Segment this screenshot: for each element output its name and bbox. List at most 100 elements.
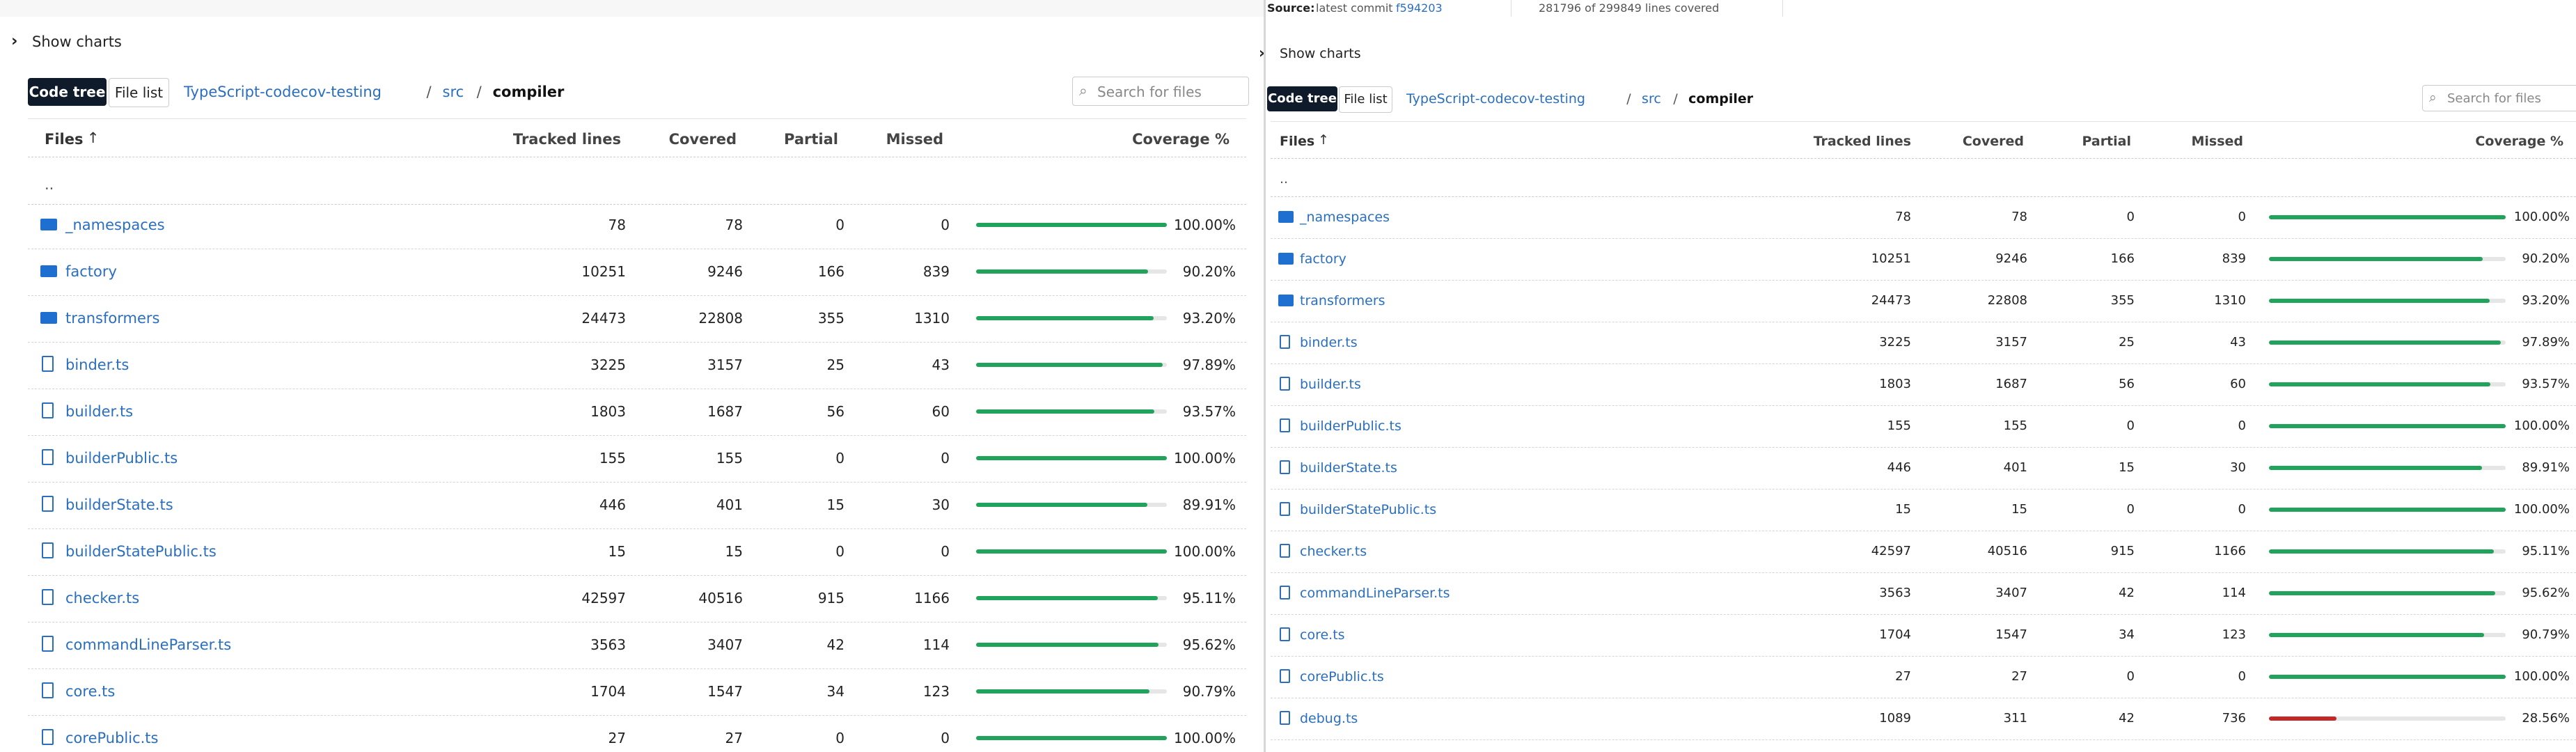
file-name[interactable]: checker.ts (1300, 545, 1367, 558)
cell-partial: 34 (2119, 629, 2135, 641)
file-name[interactable]: factory (1300, 253, 1346, 266)
cell-tracked: 3563 (1879, 587, 1911, 600)
cell-missed: 0 (941, 545, 950, 558)
breadcrumb-link[interactable]: TypeScript-codecov-testing (1406, 93, 1585, 106)
breadcrumb-link[interactable]: TypeScript-codecov-testing (184, 85, 382, 100)
file-name[interactable]: factory (65, 265, 117, 279)
coverage-bar (976, 643, 1159, 647)
file-name[interactable]: corePublic.ts (65, 731, 159, 746)
coverage-bar (2269, 466, 2482, 470)
column-header[interactable]: Tracked lines (1814, 135, 1911, 148)
cell-partial: 56 (827, 405, 845, 418)
file-name[interactable]: commandLineParser.ts (65, 638, 231, 652)
row-divider (28, 342, 1246, 343)
cell-covered: 78 (725, 218, 743, 232)
file-name[interactable]: core.ts (65, 684, 115, 699)
cell-covered: 155 (2004, 420, 2027, 432)
file-icon (42, 729, 54, 745)
breadcrumb-link[interactable]: src (443, 85, 464, 100)
file-icon (42, 449, 54, 465)
file-name[interactable]: binder.ts (1300, 336, 1358, 350)
file-icon (42, 356, 54, 372)
cell-covered: 78 (2011, 211, 2027, 224)
file-name[interactable]: builderPublic.ts (65, 451, 178, 466)
file-name[interactable]: transformers (1300, 295, 1385, 308)
file-name[interactable]: builder.ts (65, 405, 133, 419)
file-name[interactable]: builder.ts (1300, 378, 1361, 391)
coverage-bar (976, 363, 1163, 367)
tab-active[interactable]: Code tree (1267, 86, 1337, 111)
column-header[interactable]: Tracked lines (513, 132, 621, 147)
file-name[interactable]: _namespaces (65, 218, 165, 233)
cell-tracked: 15 (608, 545, 626, 558)
folder-icon (40, 312, 57, 324)
cell-tracked: 3563 (590, 638, 626, 652)
cell-covered: 401 (2004, 462, 2027, 474)
file-name[interactable]: builderStatePublic.ts (1300, 503, 1436, 517)
file-icon (42, 542, 54, 558)
cell-partial: 15 (827, 498, 845, 512)
file-icon (1280, 669, 1290, 684)
chevron: › (11, 33, 17, 49)
cell-covered: 40516 (1988, 545, 2027, 558)
coverage-bar (976, 689, 1149, 694)
file-name[interactable]: builderState.ts (1300, 462, 1397, 475)
coverage-percent: 90.20% (2522, 253, 2570, 265)
cell-tracked: 42597 (1871, 545, 1911, 558)
column-header[interactable]: Covered (1963, 135, 2024, 148)
breadcrumb-link[interactable]: src (1642, 93, 1661, 106)
coverage-bar (2269, 257, 2483, 261)
file-name[interactable]: commandLineParser.ts (1300, 587, 1450, 600)
file-name[interactable]: builderStatePublic.ts (65, 545, 217, 559)
cell-missed: 0 (2238, 211, 2246, 224)
file-name[interactable]: transformers (65, 311, 159, 326)
cell-covered: 22808 (1988, 295, 2027, 307)
file-name[interactable]: binder.ts (65, 358, 129, 373)
cell-missed: 0 (941, 451, 950, 465)
column-header[interactable]: Coverage % (1132, 132, 1230, 147)
file-name[interactable]: checker.ts (65, 591, 139, 606)
parent-dir[interactable]: .. (1280, 173, 1288, 186)
row-divider (28, 482, 1246, 483)
file-name[interactable]: builderState.ts (65, 498, 173, 512)
file-name[interactable]: core.ts (1300, 629, 1345, 642)
column-header[interactable]: Missed (2191, 135, 2243, 148)
column-header[interactable]: Coverage % (2475, 135, 2563, 148)
cell-covered: 155 (716, 451, 743, 465)
coverage-percent: 89.91% (2522, 462, 2570, 474)
folder-icon (40, 219, 57, 231)
parent-dir[interactable]: .. (45, 178, 54, 192)
cell-partial: 0 (835, 218, 845, 232)
file-name[interactable]: debug.ts (1300, 712, 1358, 726)
show-charts-toggle[interactable]: Show charts (1280, 47, 1361, 61)
cell-partial: 0 (835, 451, 845, 465)
cell-tracked: 10251 (1871, 253, 1911, 265)
tab-active[interactable]: Code tree (28, 78, 107, 106)
file-name[interactable]: _namespaces (1300, 211, 1390, 224)
column-header[interactable]: Files (1280, 135, 1314, 148)
column-header[interactable]: Covered (669, 132, 737, 147)
tab[interactable]: File list (109, 78, 169, 107)
commit-link[interactable]: f594203 (1396, 3, 1443, 14)
cell-missed: 839 (2222, 253, 2246, 265)
column-header[interactable]: Partial (784, 132, 838, 147)
coverage-percent: 100.00% (2514, 503, 2570, 516)
cell-partial: 166 (818, 265, 845, 279)
column-header[interactable]: Files (45, 132, 83, 147)
cell-missed: 839 (923, 265, 950, 279)
coverage-percent: 90.20% (1183, 265, 1236, 279)
cell-tracked: 446 (599, 498, 626, 512)
cell-covered: 401 (716, 498, 743, 512)
file-name[interactable]: builderPublic.ts (1300, 420, 1401, 433)
breadcrumb-current: compiler (1688, 93, 1753, 106)
file-name[interactable]: corePublic.ts (1300, 671, 1384, 684)
show-charts-toggle[interactable]: Show charts (32, 35, 122, 49)
breadcrumb-separator: / (427, 85, 432, 100)
tab[interactable]: File list (1339, 86, 1392, 113)
breadcrumb-separator: / (1673, 93, 1677, 106)
row-divider (28, 575, 1246, 576)
cell-missed: 114 (2222, 587, 2246, 600)
column-header[interactable]: Missed (886, 132, 943, 147)
column-header[interactable]: Partial (2082, 135, 2131, 148)
folder-icon (1278, 295, 1294, 306)
